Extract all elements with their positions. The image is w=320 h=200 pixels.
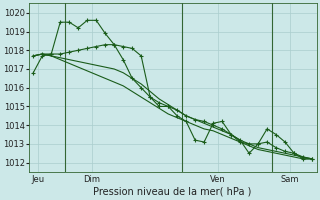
X-axis label: Pression niveau de la mer( hPa ): Pression niveau de la mer( hPa ) [93,187,252,197]
